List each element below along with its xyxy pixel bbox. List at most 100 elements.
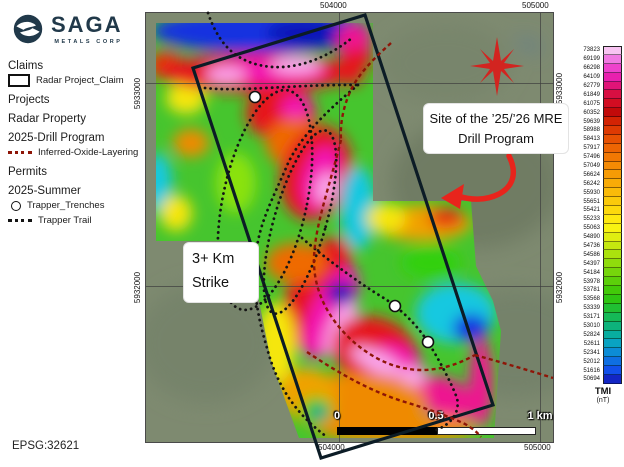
gridline-505000 — [540, 13, 541, 442]
legend-item-label: Inferred-Oxide-Layering — [38, 147, 139, 158]
legend-header: Projects — [8, 94, 50, 106]
colorbar-value-label: 64109 — [583, 74, 600, 81]
colorbar-color-swatch — [603, 54, 622, 64]
colorbar-row: 53568 — [560, 294, 622, 304]
colorbar-value-label: 52341 — [583, 349, 600, 356]
axis-left-5932000: 5932000 — [133, 271, 143, 304]
colorbar-color-swatch — [603, 108, 622, 118]
colorbar-color-swatch — [603, 223, 622, 233]
mre-program-callout: Site of the ’25/’26 MRE Drill Program — [424, 104, 568, 153]
colorbar-value-label: 52824 — [583, 331, 600, 338]
scalebar-label-05: 0.5 — [428, 410, 444, 422]
colorbar-color-swatch — [603, 72, 622, 82]
legend: Claims Radar Project_Claim Projects Radar P… — [8, 54, 144, 228]
colorbar-value-label: 53781 — [583, 287, 600, 294]
legend-header: Radar Property — [8, 113, 86, 125]
legend-item-label: Radar Project_Claim — [36, 75, 124, 86]
colorbar-value-label: 53171 — [583, 314, 600, 321]
scalebar-label-1km: 1 km — [527, 410, 553, 422]
colorbar-color-swatch — [603, 179, 622, 189]
strike-length-callout: 3+ Km Strike — [184, 243, 258, 302]
colorbar-color-swatch — [603, 357, 622, 367]
colorbar-color-swatch — [603, 321, 622, 331]
colorbar-value-label: 53978 — [583, 278, 600, 285]
colorbar-row: 53339 — [560, 303, 622, 313]
colorbar-value-label: 53339 — [583, 305, 600, 312]
colorbar-row: 54397 — [560, 259, 622, 269]
colorbar-value-label: 51616 — [583, 367, 600, 374]
colorbar-value-label: 56242 — [583, 180, 600, 187]
epsg-label: EPSG:32621 — [12, 440, 80, 452]
colorbar-value-label: 61075 — [583, 100, 600, 107]
legend-item: Radar Project_Claim — [8, 73, 144, 88]
logo-subtitle: METALS CORP — [54, 38, 123, 45]
colorbar-color-swatch — [603, 117, 622, 127]
colorbar-value-label: 56624 — [583, 171, 600, 178]
colorbar-value-label: 62779 — [583, 83, 600, 89]
colorbar-value-label: 57496 — [583, 154, 600, 161]
colorbar-value-label: 53568 — [583, 296, 600, 303]
colorbar-color-swatch — [603, 152, 622, 162]
colorbar-row: 55063 — [560, 223, 622, 233]
colorbar-color-swatch — [603, 268, 622, 278]
colorbar-color-swatch — [603, 303, 622, 313]
colorbar-color-swatch — [603, 286, 622, 295]
colorbar-row: 50694 — [560, 374, 622, 384]
colorbar-row: 55651 — [560, 197, 622, 207]
colorbar-color-swatch — [603, 170, 622, 180]
tmi-heatmap-raster — [146, 23, 553, 438]
colorbar-value-label: 60352 — [583, 109, 600, 116]
colorbar-color-swatch — [603, 277, 622, 287]
colorbar-value-label: 58413 — [583, 136, 600, 143]
colorbar-value-label: 54736 — [583, 243, 600, 250]
colorbar-color-swatch — [603, 312, 622, 322]
colorbar-row: 61849 — [560, 90, 622, 100]
colorbar-row: 55233 — [560, 214, 622, 224]
colorbar-value-label: 53010 — [583, 323, 600, 330]
colorbar-value-label: 54184 — [583, 269, 600, 276]
legend-item: Trapper Trail — [8, 213, 144, 228]
colorbar-color-swatch — [603, 161, 622, 171]
colorbar-row: 52611 — [560, 339, 622, 349]
colorbar-value-label: 54586 — [583, 251, 600, 258]
colorbar-row: 54586 — [560, 250, 622, 260]
colorbar-value-label: 52611 — [583, 340, 600, 347]
colorbar-value-label: 59639 — [583, 118, 600, 125]
saga-logo: SAGA METALS CORP — [12, 13, 123, 45]
colorbar-row: 53978 — [560, 277, 622, 287]
legend-item: Inferred-Oxide-Layering — [8, 145, 144, 160]
colorbar-row: 57496 — [560, 152, 622, 162]
colorbar-color-swatch — [603, 348, 622, 358]
legend-header: Claims — [8, 60, 44, 72]
scalebar-label-0: 0 — [333, 410, 341, 422]
colorbar-row: 52012 — [560, 357, 622, 367]
axis-left-5933000: 5933000 — [133, 77, 143, 110]
axis-bottom-504000: 504000 — [318, 443, 345, 452]
colorbar-color-swatch — [603, 339, 622, 349]
red-dotted-swatch-icon — [8, 151, 32, 154]
colorbar-value-label: 54397 — [583, 260, 600, 267]
colorbar-color-swatch — [603, 366, 622, 375]
colorbar-color-swatch — [603, 99, 622, 109]
colorbar-color-swatch — [603, 374, 622, 384]
colorbar-color-swatch — [603, 188, 622, 198]
scalebar-white-segment — [437, 427, 536, 435]
colorbar-row: 55421 — [560, 206, 622, 215]
colorbar-value-label: 73823 — [583, 47, 600, 54]
colorbar-value-label: 52012 — [583, 358, 600, 365]
scalebar-black-segment — [337, 427, 437, 435]
claim-rect-swatch-icon — [8, 74, 30, 87]
colorbar-row: 54184 — [560, 268, 622, 278]
axis-top-504000: 504000 — [320, 1, 347, 10]
colorbar-title: TMI — [594, 385, 612, 397]
colorbar-value-label: 55421 — [583, 207, 600, 214]
colorbar-color-swatch — [603, 126, 622, 135]
colorbar-color-swatch — [603, 330, 622, 340]
colorbar-row: 53171 — [560, 312, 622, 322]
colorbar-color-swatch — [603, 250, 622, 260]
circle-swatch-icon — [11, 200, 21, 211]
legend-item: Trapper_Trenches — [8, 198, 144, 213]
colorbar-row: 52341 — [560, 348, 622, 358]
colorbar-color-swatch — [603, 241, 622, 251]
